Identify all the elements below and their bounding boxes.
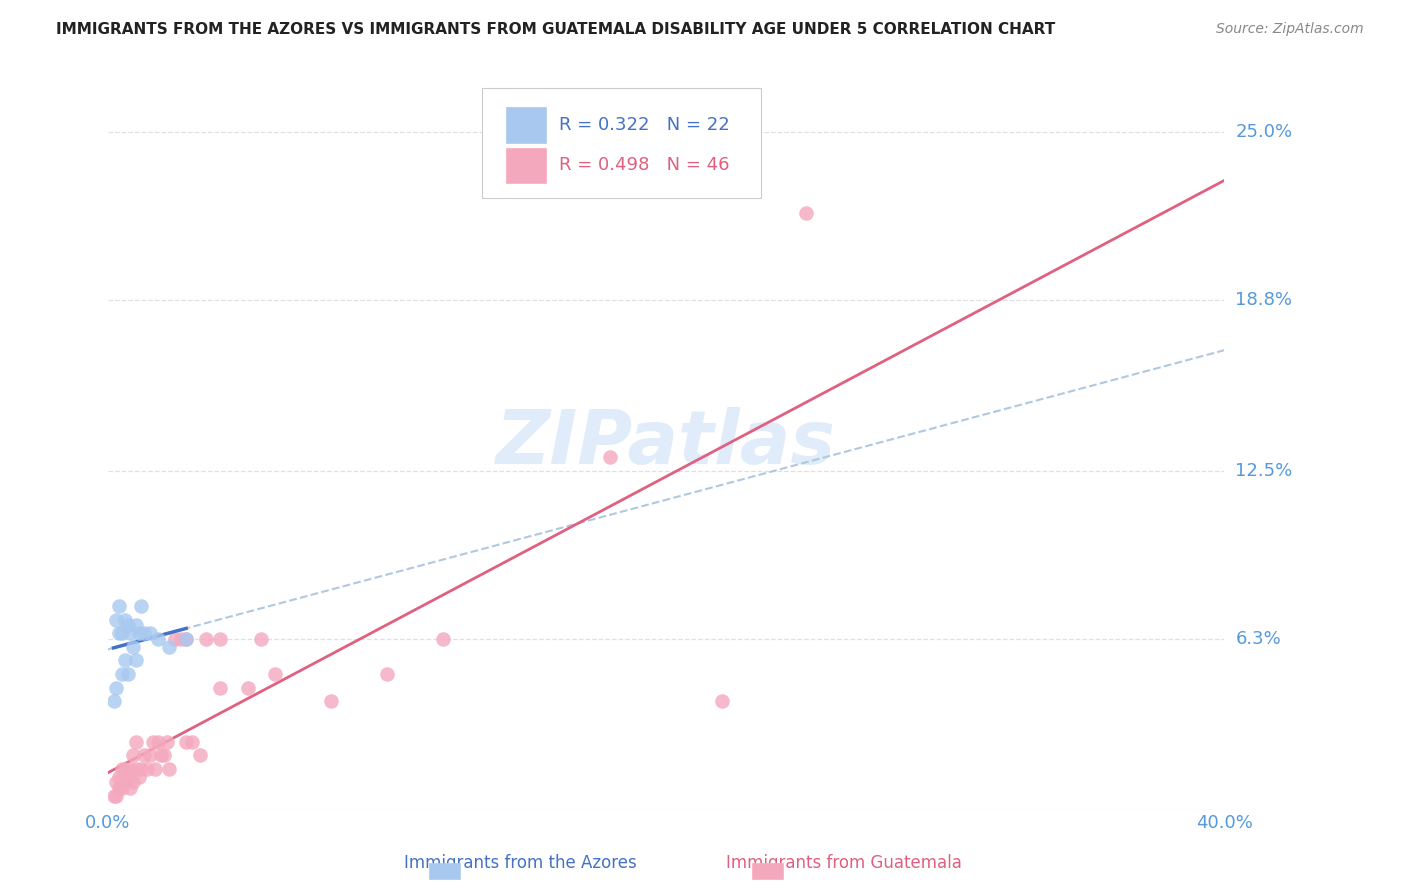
Point [114, 613, 136, 627]
Point [153, 748, 176, 763]
Point [108, 626, 131, 640]
Point [105, 681, 128, 695]
Point [148, 735, 170, 749]
Point [236, 681, 259, 695]
Point [120, 762, 142, 776]
Point [432, 632, 454, 646]
Point [136, 762, 159, 776]
Text: 25.0%: 25.0% [1236, 123, 1292, 141]
Point [103, 789, 125, 803]
Point [142, 735, 165, 749]
Point [208, 681, 231, 695]
Point [150, 748, 173, 763]
Point [131, 762, 153, 776]
Point [125, 618, 148, 632]
Point [174, 735, 197, 749]
Point [122, 640, 145, 654]
Point [125, 762, 148, 776]
Point [794, 206, 817, 220]
Point [134, 748, 156, 763]
Point [105, 775, 128, 789]
Point [117, 618, 139, 632]
Point [194, 632, 217, 646]
Point [163, 632, 186, 646]
Point [148, 632, 170, 646]
FancyBboxPatch shape [506, 148, 546, 183]
Text: 6.3%: 6.3% [1236, 630, 1281, 648]
FancyBboxPatch shape [506, 107, 546, 143]
Point [114, 762, 136, 776]
Point [180, 735, 202, 749]
Text: Source: ZipAtlas.com: Source: ZipAtlas.com [1216, 22, 1364, 37]
Point [120, 626, 142, 640]
Text: 12.5%: 12.5% [1236, 461, 1292, 480]
Point [134, 626, 156, 640]
Point [174, 632, 197, 646]
Text: ZIPatlas: ZIPatlas [496, 407, 837, 480]
Point [169, 632, 191, 646]
Point [250, 632, 273, 646]
Point [139, 626, 162, 640]
Point [105, 613, 128, 627]
Point [599, 450, 621, 464]
Point [131, 599, 153, 614]
Point [122, 748, 145, 763]
Text: R = 0.322   N = 22: R = 0.322 N = 22 [560, 116, 730, 134]
Point [108, 780, 131, 795]
Point [128, 770, 150, 784]
Point [105, 789, 128, 803]
Point [145, 762, 167, 776]
Text: 18.8%: 18.8% [1236, 291, 1292, 309]
Point [117, 667, 139, 681]
Point [188, 748, 211, 763]
Point [139, 748, 162, 763]
Point [710, 694, 733, 708]
Point [108, 770, 131, 784]
Point [208, 632, 231, 646]
Point [108, 599, 131, 614]
Point [111, 780, 134, 795]
Point [125, 653, 148, 667]
Point [103, 694, 125, 708]
Point [114, 775, 136, 789]
FancyBboxPatch shape [482, 88, 761, 198]
Point [114, 653, 136, 667]
Text: IMMIGRANTS FROM THE AZORES VS IMMIGRANTS FROM GUATEMALA DISABILITY AGE UNDER 5 C: IMMIGRANTS FROM THE AZORES VS IMMIGRANTS… [56, 22, 1056, 37]
Point [155, 735, 177, 749]
Point [321, 694, 343, 708]
Point [111, 667, 134, 681]
Point [120, 780, 142, 795]
Point [174, 632, 197, 646]
Point [128, 626, 150, 640]
Point [111, 626, 134, 640]
Text: Immigrants from Guatemala: Immigrants from Guatemala [725, 855, 962, 872]
Point [122, 775, 145, 789]
Point [375, 667, 398, 681]
Point [157, 640, 180, 654]
Point [264, 667, 287, 681]
Point [157, 762, 180, 776]
Text: R = 0.498   N = 46: R = 0.498 N = 46 [560, 156, 730, 174]
Point [111, 762, 134, 776]
Point [117, 770, 139, 784]
Text: Immigrants from the Azores: Immigrants from the Azores [404, 855, 637, 872]
Point [125, 735, 148, 749]
